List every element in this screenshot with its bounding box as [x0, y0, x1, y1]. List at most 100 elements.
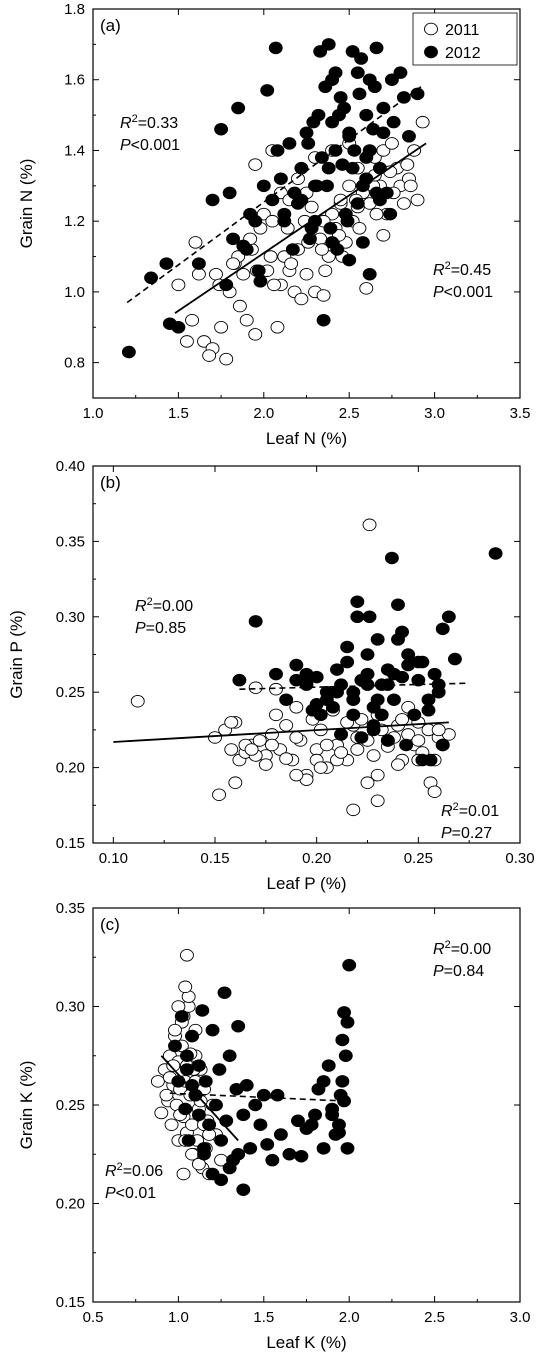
data-point-2012	[205, 1023, 220, 1037]
data-point-2011	[403, 179, 418, 193]
data-point-2012	[321, 161, 336, 175]
data-point-2012	[313, 45, 328, 58]
data-point-2012	[214, 1173, 229, 1187]
x-tick-label: 3.5	[510, 405, 531, 422]
regression-line-2012	[239, 682, 470, 690]
data-point-2011	[191, 267, 206, 281]
data-point-2011	[273, 186, 288, 200]
data-point-2012	[260, 84, 275, 97]
x-tick-label: 1.0	[168, 1309, 189, 1326]
data-point-2012	[195, 1004, 210, 1017]
data-point-2011	[362, 518, 377, 532]
data-point-2012	[360, 648, 375, 661]
y-tick-label: 0.35	[56, 533, 85, 550]
data-point-2011	[279, 719, 294, 732]
data-point-2012	[179, 1049, 194, 1062]
stat-2011-r2: R2=0.01	[441, 801, 499, 820]
data-point-2012	[197, 1142, 211, 1155]
data-point-2011	[267, 278, 281, 292]
data-point-2012	[291, 1114, 305, 1128]
data-point-2011	[248, 328, 263, 341]
data-point-2012	[383, 207, 398, 221]
data-point-2011	[370, 794, 385, 808]
x-tick-label: 0.5	[83, 1309, 104, 1326]
data-point-2012	[304, 1118, 319, 1131]
data-point-2012	[376, 101, 391, 115]
data-point-2011	[265, 214, 280, 228]
x-tick-label: 0.10	[99, 850, 128, 867]
y-tick-label: 0.25	[56, 684, 85, 701]
data-point-2012	[289, 658, 304, 672]
data-point-2011	[179, 335, 194, 348]
data-point-2012	[384, 551, 399, 565]
data-point-2012	[294, 193, 309, 207]
data-point-2011	[256, 207, 271, 221]
data-point-2012	[359, 108, 374, 122]
data-point-2011	[168, 1023, 182, 1037]
data-point-2012	[316, 1075, 331, 1088]
data-point-2011	[289, 731, 304, 744]
y-tick-label: 0.35	[56, 900, 85, 917]
y-tick-label: 0.25	[56, 1097, 85, 1114]
data-point-2012	[270, 1088, 285, 1102]
data-point-2012	[279, 693, 294, 706]
data-point-2012	[330, 685, 344, 699]
data-point-2011	[264, 738, 279, 752]
data-point-2012	[391, 598, 405, 611]
data-point-2011	[264, 728, 279, 741]
data-point-2012	[342, 253, 357, 267]
data-point-2012	[370, 693, 385, 706]
x-tick-label: 2.5	[339, 405, 360, 422]
y-tick-label: 0.40	[56, 458, 85, 475]
data-point-2012	[191, 1059, 206, 1072]
data-point-2011	[410, 193, 425, 207]
data-point-2011	[171, 278, 186, 292]
data-point-2012	[402, 130, 416, 143]
data-point-2012	[299, 667, 314, 681]
data-point-2011	[384, 137, 399, 150]
data-point-2012	[332, 1126, 346, 1139]
data-point-2012	[340, 640, 355, 654]
data-point-2012	[256, 1088, 271, 1102]
data-point-2011	[411, 734, 426, 747]
data-point-2012	[435, 622, 450, 636]
data-point-2012	[248, 1098, 263, 1112]
data-point-2011	[360, 776, 375, 789]
data-point-2012	[350, 66, 365, 79]
stat-2011-r2: R2=0.06	[105, 1161, 163, 1180]
data-point-2011	[150, 1075, 165, 1088]
data-point-2012	[354, 52, 369, 65]
data-point-2011	[248, 681, 263, 694]
regression-line-2011	[174, 142, 427, 314]
data-point-2012	[435, 738, 450, 752]
data-point-2012	[202, 1118, 217, 1131]
data-point-2012	[260, 1138, 275, 1151]
data-point-2011	[319, 738, 334, 752]
data-point-2012	[236, 1108, 251, 1122]
data-point-2011	[224, 743, 239, 756]
data-point-2012	[159, 257, 174, 270]
data-point-2012	[144, 271, 159, 285]
data-point-2011	[239, 313, 254, 327]
data-point-2012	[168, 1039, 182, 1053]
data-point-2012	[232, 673, 247, 687]
data-point-2011	[176, 1167, 191, 1181]
x-tick-label: 0.25	[404, 850, 433, 867]
data-point-2012	[386, 667, 401, 681]
data-point-2012	[395, 625, 410, 639]
panel-a: 1.0 1.5 2.0 2.5 3.0 3.5 0.8 1.0 1.2 1.4 1.6 1.8 Leaf…	[17, 1, 530, 448]
data-point-2012	[346, 708, 361, 722]
data-point-2012	[447, 652, 462, 666]
data-point-2012	[301, 137, 316, 150]
data-point-2012	[369, 41, 384, 55]
data-point-2012	[384, 73, 399, 86]
stat-2012-r2: R2=0.00	[135, 596, 193, 615]
data-point-2012	[335, 1033, 350, 1047]
panel-label: (a)	[100, 16, 121, 35]
y-tick-label: 0.8	[64, 355, 85, 372]
data-point-2012	[411, 673, 426, 687]
data-point-2012	[248, 214, 263, 228]
data-point-2011	[164, 1118, 179, 1131]
data-point-2011	[369, 207, 384, 221]
x-tick-label: 2.5	[424, 1309, 445, 1326]
